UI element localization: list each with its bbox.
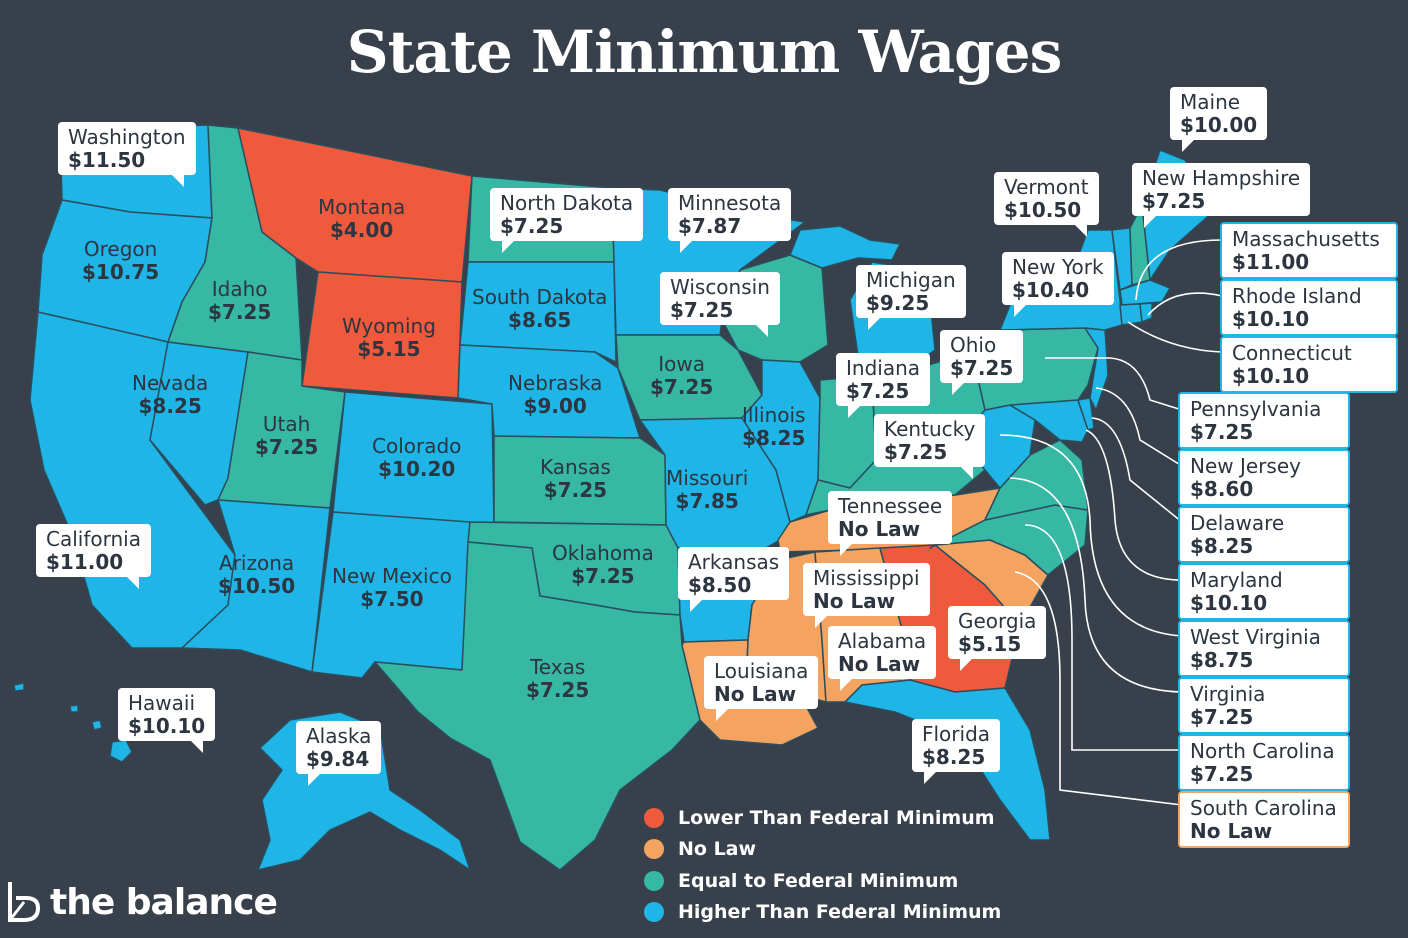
legend-swatch <box>644 870 664 891</box>
leader-rhode-island <box>1147 292 1223 316</box>
legend: Lower Than Federal Minimum No Law Equal … <box>644 802 1001 928</box>
state-shape-arizona <box>181 499 331 673</box>
callout-alabama: Alabama No Law <box>828 626 937 691</box>
leader-delaware <box>1091 417 1183 523</box>
callout-massachusetts: Massachusetts $11.00 <box>1220 222 1398 279</box>
callout-connecticut: Connecticut $10.10 <box>1220 336 1398 393</box>
callout-maine: Maine $10.00 <box>1170 87 1268 152</box>
callout-kentucky: Kentucky $7.25 <box>874 414 986 479</box>
legend-label: Equal to Federal Minimum <box>678 869 959 892</box>
label-arizona: Arizona $10.50 <box>218 551 296 598</box>
callout-rhode-island: Rhode Island $10.10 <box>1220 279 1398 336</box>
legend-swatch <box>644 807 664 828</box>
state-shape-rhode-island <box>1139 302 1153 323</box>
callout-indiana: Indiana $7.25 <box>836 353 931 418</box>
brand-logo: the balance <box>6 880 278 924</box>
leader-new-jersey <box>1095 387 1183 467</box>
callout-vermont: Vermont $10.50 <box>994 172 1099 237</box>
label-oklahoma: Oklahoma $7.25 <box>552 541 654 588</box>
legend-item: No Law <box>644 834 1001 866</box>
callout-south-carolina: South Carolina No Law <box>1178 791 1350 848</box>
callout-delaware: Delaware $8.25 <box>1178 506 1350 563</box>
callout-pennsylvania: Pennsylvania $7.25 <box>1178 392 1350 449</box>
callout-minnesota: Minnesota $7.87 <box>668 188 792 253</box>
callout-virginia: Virginia $7.25 <box>1178 677 1350 734</box>
state-shape-south-dakota <box>459 261 617 363</box>
label-montana: Montana $4.00 <box>318 195 406 242</box>
state-shape-connecticut <box>1119 303 1143 326</box>
state-shape-michigan-upper <box>789 225 901 269</box>
leader-west-virginia <box>999 434 1183 637</box>
state-shape-hawaii-islet-2 <box>69 704 79 713</box>
callout-tennessee: Tennessee No Law <box>828 491 953 556</box>
state-shape-hawaii-islet-1 <box>91 719 103 731</box>
callout-louisiana: Louisiana No Law <box>704 656 819 721</box>
callout-wisconsin: Wisconsin $7.25 <box>660 272 780 337</box>
label-south-dakota: South Dakota $8.65 <box>472 285 608 332</box>
legend-swatch <box>644 902 664 923</box>
label-new-mexico: New Mexico $7.50 <box>332 564 452 611</box>
callout-new-hampshire: New Hampshire $7.25 <box>1132 163 1311 228</box>
legend-item: Higher Than Federal Minimum <box>644 897 1001 929</box>
callout-new-york: New York $10.40 <box>1002 252 1114 317</box>
label-nebraska: Nebraska $9.00 <box>508 371 603 418</box>
leader-massachusetts <box>1135 239 1223 301</box>
leader-virginia <box>1009 477 1183 693</box>
legend-label: Higher Than Federal Minimum <box>678 901 1002 924</box>
label-kansas: Kansas $7.25 <box>540 455 611 502</box>
callout-georgia: Georgia $5.15 <box>948 606 1047 671</box>
state-shape-hawaii-islet-3 <box>13 682 25 692</box>
label-missouri: Missouri $7.85 <box>666 466 749 513</box>
brand-icon <box>8 882 41 922</box>
legend-label: No Law <box>678 838 757 861</box>
leader-connecticut <box>1127 321 1223 353</box>
state-shape-hawaii <box>109 739 133 763</box>
callout-mississippi: Mississippi No Law <box>803 563 930 628</box>
callout-michigan: Michigan $9.25 <box>856 265 966 330</box>
callout-maryland: Maryland $10.10 <box>1178 563 1350 620</box>
callout-california: California $11.00 <box>36 524 151 589</box>
leader-north-carolina <box>1024 524 1182 751</box>
callout-north-carolina: North Carolina $7.25 <box>1178 734 1350 791</box>
callout-north-dakota: North Dakota $7.25 <box>490 188 644 253</box>
callout-arkansas: Arkansas $8.50 <box>678 547 790 612</box>
label-texas: Texas $7.25 <box>526 655 590 702</box>
map-title: State Minimum Wages <box>346 18 1062 86</box>
legend-item: Equal to Federal Minimum <box>644 865 1001 897</box>
state-shape-illinois <box>741 359 821 523</box>
state-shape-texas <box>374 541 701 871</box>
callout-florida: Florida $8.25 <box>912 719 1001 784</box>
brand-name: the balance <box>50 881 278 923</box>
callout-new-jersey: New Jersey $8.60 <box>1178 449 1350 506</box>
legend-item: Lower Than Federal Minimum <box>644 802 1001 834</box>
label-colorado: Colorado $10.20 <box>372 434 462 481</box>
callout-alaska: Alaska $9.84 <box>296 721 382 786</box>
state-shape-utah <box>217 351 346 509</box>
label-oregon: Oregon $10.75 <box>82 237 160 284</box>
leader-maryland <box>1085 429 1183 581</box>
callout-hawaii: Hawaii $10.10 <box>118 688 216 753</box>
label-wyoming: Wyoming $5.15 <box>342 314 436 361</box>
callout-ohio: Ohio $7.25 <box>940 330 1024 395</box>
callout-washington: Washington $11.50 <box>58 122 196 187</box>
label-idaho: Idaho $7.25 <box>208 277 272 324</box>
state-shape-massachusetts <box>1119 279 1171 306</box>
label-utah: Utah $7.25 <box>255 412 319 459</box>
legend-label: Lower Than Federal Minimum <box>678 806 995 829</box>
legend-swatch <box>644 839 664 860</box>
label-illinois: Illinois $8.25 <box>742 403 806 450</box>
label-nevada: Nevada $8.25 <box>132 371 209 418</box>
callout-west-virginia: West Virginia $8.75 <box>1178 620 1350 677</box>
leader-south-carolina <box>1014 571 1183 806</box>
state-shape-delaware <box>1077 397 1095 431</box>
label-iowa: Iowa $7.25 <box>650 352 714 399</box>
leader-pennsylvania <box>1045 357 1183 411</box>
